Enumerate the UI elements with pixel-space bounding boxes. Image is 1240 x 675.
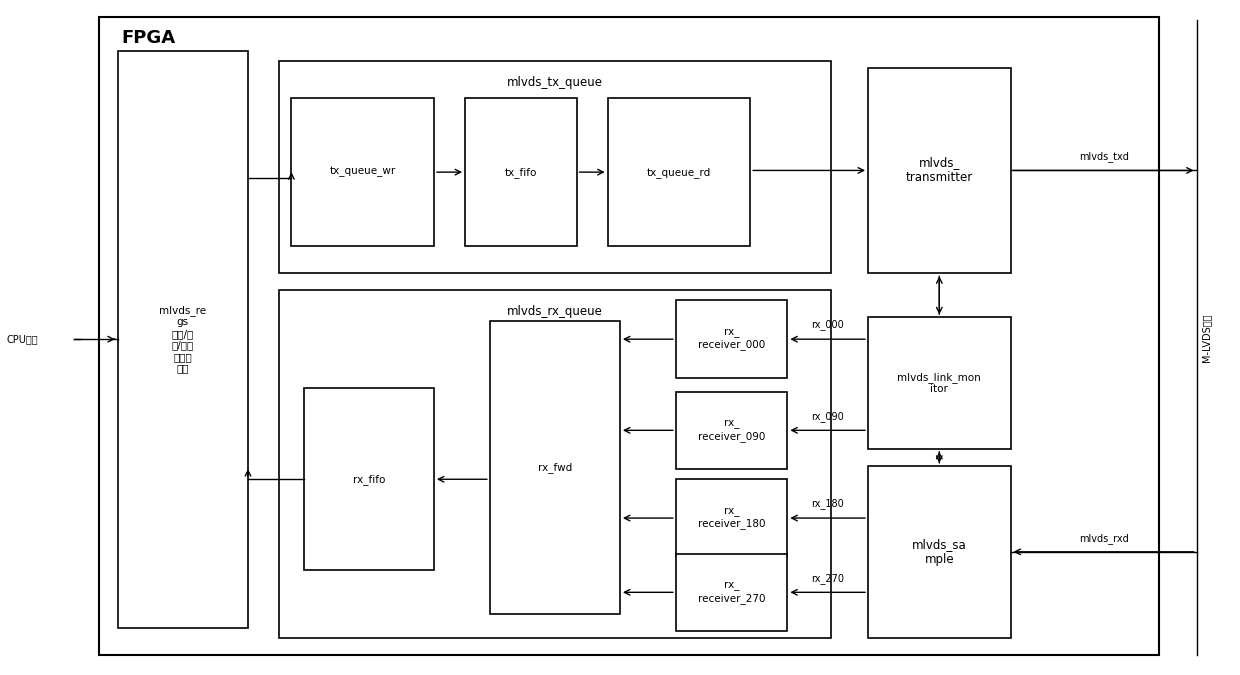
Text: rx_000: rx_000: [811, 319, 844, 331]
Bar: [304, 388, 434, 570]
Bar: [676, 479, 787, 557]
Bar: [118, 51, 248, 628]
Text: FPGA: FPGA: [122, 29, 176, 47]
Text: rx_
receiver_180: rx_ receiver_180: [698, 507, 765, 529]
Bar: [99, 17, 1159, 655]
Text: mlvds_sa
mple: mlvds_sa mple: [911, 538, 967, 566]
Text: mlvds_re
gs
控制/状
态/中断
寄存器
模块: mlvds_re gs 控制/状 态/中断 寄存器 模块: [159, 304, 207, 374]
Bar: [868, 68, 1011, 273]
Text: tx_queue_rd: tx_queue_rd: [647, 167, 711, 178]
Text: rx_
receiver_090: rx_ receiver_090: [698, 419, 765, 441]
Text: mlvds_tx_queue: mlvds_tx_queue: [507, 76, 603, 88]
Text: mlvds_rx_queue: mlvds_rx_queue: [507, 305, 603, 318]
Text: mlvds_txd: mlvds_txd: [1079, 151, 1128, 163]
Bar: [676, 392, 787, 469]
Text: rx_270: rx_270: [811, 572, 844, 583]
Text: rx_fwd: rx_fwd: [538, 462, 572, 473]
Text: rx_
receiver_000: rx_ receiver_000: [698, 328, 765, 350]
Bar: [608, 98, 750, 246]
Text: CPU接口: CPU接口: [6, 334, 38, 344]
Text: tx_fifo: tx_fifo: [505, 167, 537, 178]
Bar: [279, 290, 831, 638]
Text: rx_090: rx_090: [811, 410, 844, 421]
Text: rx_fifo: rx_fifo: [352, 474, 386, 485]
Bar: [676, 554, 787, 631]
Bar: [676, 300, 787, 378]
Text: rx_
receiver_270: rx_ receiver_270: [698, 581, 765, 603]
Text: mlvds_rxd: mlvds_rxd: [1079, 533, 1128, 544]
Text: mlvds_link_mon
itor: mlvds_link_mon itor: [898, 372, 981, 394]
Text: mlvds_
transmitter: mlvds_ transmitter: [905, 157, 973, 184]
Bar: [465, 98, 577, 246]
Bar: [279, 61, 831, 273]
Bar: [291, 98, 434, 246]
Bar: [868, 317, 1011, 449]
Text: tx_queue_wr: tx_queue_wr: [330, 167, 396, 178]
Bar: [490, 321, 620, 614]
Bar: [868, 466, 1011, 638]
Text: M-LVDS总线: M-LVDS总线: [1202, 313, 1211, 362]
Text: rx_180: rx_180: [811, 498, 844, 509]
